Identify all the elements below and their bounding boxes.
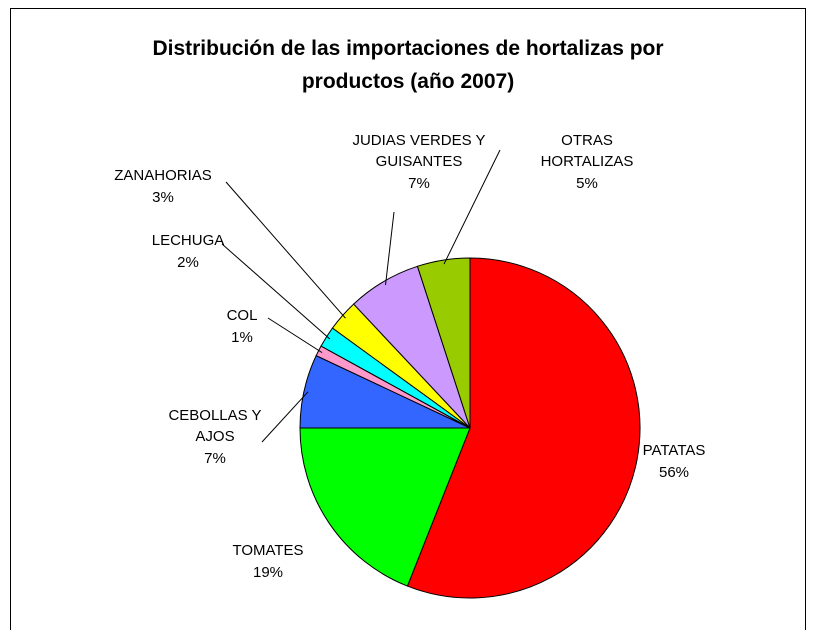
slice-label: TOMATES bbox=[232, 542, 304, 559]
leader-line bbox=[385, 211, 395, 286]
slice-value-label: 7% bbox=[204, 450, 226, 467]
pie-slice bbox=[299, 427, 471, 587]
slice-value-label: 19% bbox=[252, 564, 284, 581]
leader-line bbox=[267, 317, 323, 354]
slice-label: OTRAS HORTALIZAS bbox=[540, 132, 634, 170]
leader-line bbox=[221, 243, 331, 340]
leader-line bbox=[443, 149, 501, 265]
slice-label: LECHUGA bbox=[151, 232, 225, 249]
slice-label: JUDIAS VERDES Y GUISANTES bbox=[352, 132, 486, 170]
chart-title: Distribución de las importaciones de hor… bbox=[152, 37, 664, 93]
slice-label: CEBOLLAS Y AJOS bbox=[168, 407, 262, 445]
slice-label: PATATAS bbox=[642, 442, 706, 459]
slice-value-label: 3% bbox=[152, 189, 174, 206]
leader-line bbox=[225, 181, 346, 319]
slice-value-label: 7% bbox=[408, 175, 430, 192]
leader-line bbox=[261, 391, 309, 443]
slice-value-label: 2% bbox=[177, 254, 199, 271]
slice-value-label: 5% bbox=[576, 175, 598, 192]
pie-slice bbox=[406, 257, 641, 599]
slice-value-label: 1% bbox=[231, 329, 253, 346]
slice-label: COL bbox=[226, 307, 258, 324]
pie-slice bbox=[416, 257, 471, 429]
slice-value-label: 56% bbox=[658, 464, 690, 481]
slice-label: ZANAHORIAS bbox=[114, 167, 212, 184]
